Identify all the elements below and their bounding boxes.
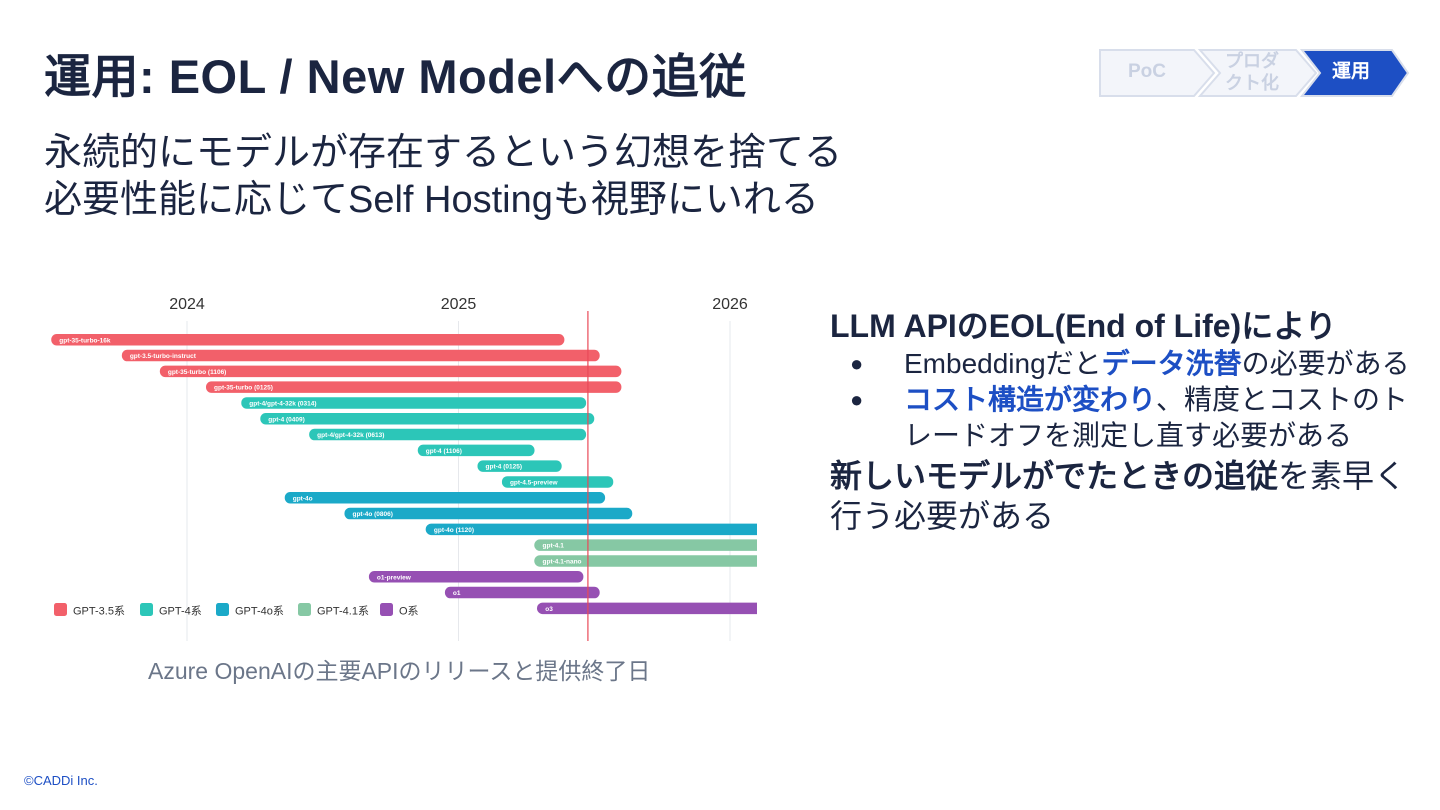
bar-11 [344,507,633,520]
legend-label-2: GPT-4o系 [235,605,284,618]
bar-9 [501,476,614,488]
step-poc-label: PoC [1128,61,1166,82]
bullet-1-highlight: データ洗替 [1101,348,1242,379]
panel-heading: LLM APIのEOL(End of Life)により [830,308,1337,344]
bar-label-5: gpt-4 (0409) [268,416,304,423]
legend-label-0: GPT-3.5系 [73,605,125,618]
bar-label-3: gpt-35-turbo (0125) [214,385,273,392]
bar-7 [417,444,535,457]
bar-label-6: gpt-4/gpt-4-32k (0613) [317,432,384,439]
year-tick-2024: 2024 [169,296,205,313]
bar-2 [159,365,622,378]
bar-label-4: gpt-4/gpt-4-32k (0314) [249,401,316,408]
step-product-shape [1197,49,1318,97]
stepper-shapes [1099,49,1410,97]
bar-4 [241,397,587,409]
bar-5 [260,413,595,425]
legend-label-4: O系 [399,605,419,618]
bar-label-0: gpt-35-turbo-16k [59,337,111,344]
bar-label-13: gpt-4.1 [543,543,565,550]
bar-0 [51,334,565,346]
bar-13 [534,539,757,551]
bar-3 [206,381,622,393]
bar-8 [477,460,562,472]
bar-label-16: o1 [453,590,461,597]
copyright-footer: ©CADDi Inc. [24,773,98,788]
conclusion-bold: 新しいモデルがでたときの追従 [830,458,1279,494]
step-ops-label: 運用 [1331,61,1370,82]
bar-label-17: o3 [545,606,553,613]
step-ops-shape [1299,49,1410,97]
slide-subtitle: 永続的にモデルが存在するという幻想を捨てる 必要性能に応じてSelf Hosti… [44,130,842,224]
step-poc-shape [1099,49,1216,97]
step-product-label: プロダクト化 [1225,51,1279,93]
legend-swatch-2 [216,603,229,616]
bar-label-12: gpt-4o (1120) [434,527,474,534]
legend-swatch-1 [140,603,153,616]
subtitle-line-1: 永続的にモデルが存在するという幻想を捨てる [44,132,843,174]
slide-title: 運用: EOL / New Modelへの追従 [44,50,747,103]
bar-14 [534,555,757,567]
legend-swatch-3 [298,603,311,616]
bullet-1-pre: Embeddingだと [904,348,1102,379]
bar-label-11: gpt-4o (0806) [352,511,392,518]
legend-swatch-0 [54,603,67,616]
phase-stepper: PoC プロダクト化 運用 [1098,48,1410,98]
bar-label-15: o1-preview [377,574,412,581]
conclusion-rest: を素早く行う必要がある [830,458,1407,534]
eol-bullets: ● Embeddingだとデータ洗替の必要がある ● コスト構造が変わり、精度とコス… [830,346,1420,454]
bar-label-9: gpt-4.5-preview [510,480,559,487]
bar-label-14: gpt-4.1-nano [543,559,582,566]
year-tick-2026: 2026 [712,296,748,313]
bar-label-10: gpt-4o [293,495,313,502]
eol-gantt-chart: 2024 2025 2026 gpt-35-turbo-16k gpt-3.5-turb… [51,296,757,641]
bar-15 [368,571,584,583]
bar-12 [425,523,757,536]
bullet-embedding: ● Embeddingだとデータ洗替の必要がある [830,346,1420,382]
bar-10 [284,492,606,504]
bar-label-1: gpt-3.5-turbo-instruct [130,353,197,360]
panel-conclusion: 新しいモデルがでたときの追従を素早く行う必要がある [830,456,1420,536]
bar-label-8: gpt-4 (0125) [486,464,522,471]
bullet-dot: ● [850,351,864,376]
bar-label-7: gpt-4 (1106) [426,448,462,455]
legend-label-3: GPT-4.1系 [317,605,369,618]
bullet-1-post: の必要がある [1241,348,1410,379]
chart-caption: Azure OpenAIの主要APIのリリースと提供終了日 [148,658,651,684]
bullet-2-post: 、精度とコストのトレードオフを測定し直す必要がある [904,384,1409,451]
bar-16 [444,586,600,599]
bar-17 [536,602,757,615]
year-tick-2025: 2025 [441,296,477,313]
bar-1 [121,349,600,362]
bar-6 [309,428,587,441]
eol-notes-panel: LLM APIのEOL(End of Life)により ● Embeddingだと… [830,306,1420,536]
subtitle-line-2: 必要性能に応じてSelf Hostingも視野にいれる [44,179,819,221]
bullet-2-highlight: コスト構造が変わり [904,384,1157,415]
legend-swatch-4 [380,603,393,616]
bullet-dot: ● [850,387,864,412]
bar-label-2: gpt-35-turbo (1106) [168,369,227,376]
legend-label-1: GPT-4系 [159,605,202,618]
bullet-cost: ● コスト構造が変わり、精度とコストのトレードオフを測定し直す必要がある [830,382,1420,454]
